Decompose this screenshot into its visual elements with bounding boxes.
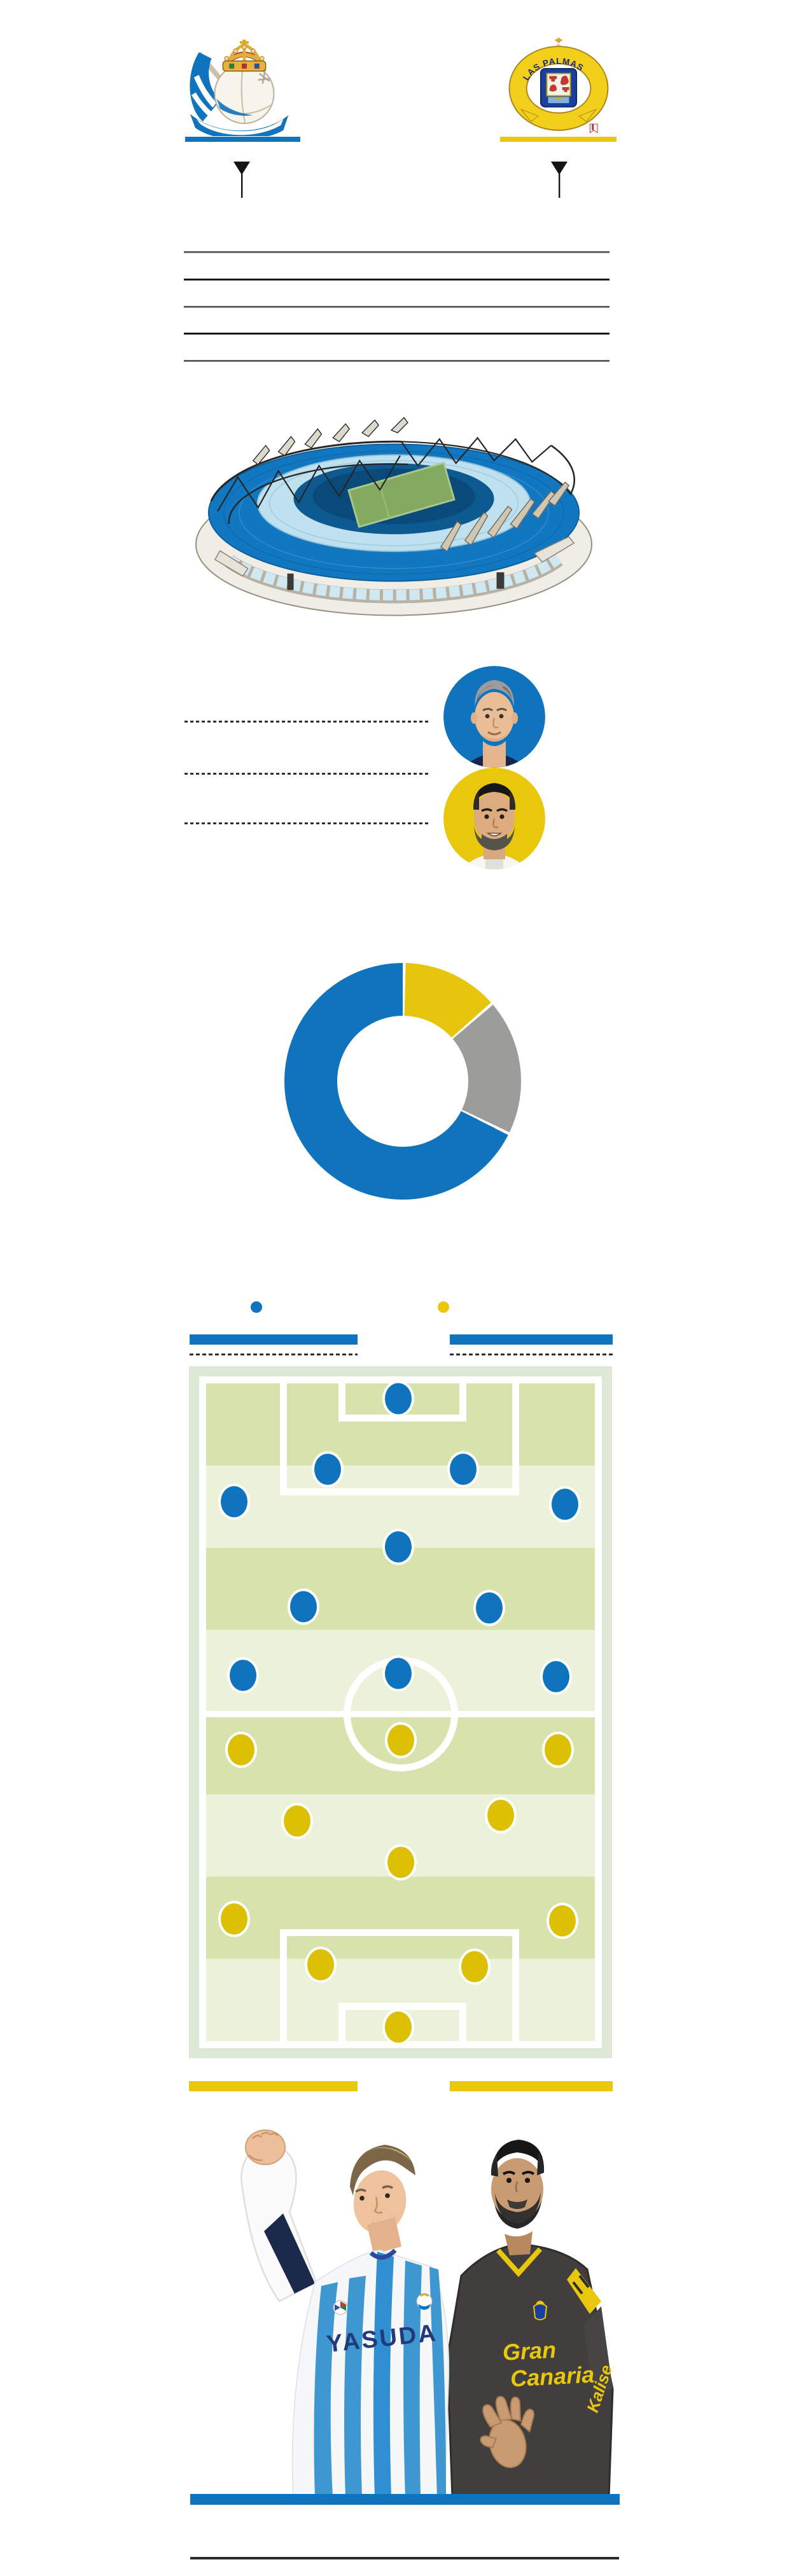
home-lineup-bar-left (190, 1334, 358, 1345)
info-rule-3 (184, 306, 609, 308)
away-player-dot (225, 1731, 257, 1768)
away-player-hand (480, 2395, 534, 2469)
info-rule-5 (184, 360, 609, 362)
bottom-divider-rule (190, 2557, 619, 2559)
pitch-boundary (199, 1376, 602, 2048)
home-lineup-dots-left (190, 1354, 358, 1355)
away-player-dot (541, 1731, 574, 1768)
home-player-dot (287, 1588, 319, 1625)
home-player-dot (548, 1486, 581, 1523)
home-player-dot (473, 1589, 506, 1626)
away-underline-bar (500, 137, 616, 142)
formation-pitch (189, 1366, 612, 2058)
away-player-dot (304, 1946, 337, 1983)
away-player-dot (281, 1803, 313, 1839)
home-player-figure: YASUDA (240, 2129, 450, 2497)
coach-dotline-3 (185, 822, 428, 824)
penalty-box-top (280, 1383, 519, 1495)
home-location-pin-icon (233, 162, 250, 198)
svg-text:Gran: Gran (502, 2336, 557, 2365)
away-lineup-bar-right (450, 2081, 613, 2091)
svg-text:Canaria: Canaria (510, 2361, 595, 2392)
home-lineup-dots-right (450, 1354, 613, 1355)
six-yard-box-top (338, 1383, 467, 1422)
six-yard-box-bottom (338, 2003, 467, 2041)
away-shirt-crest (533, 2301, 548, 2320)
away-player-dot (384, 1844, 417, 1881)
coach-dotline-2 (185, 773, 428, 775)
home-underline-bar (185, 137, 300, 142)
home-shirt-logo (333, 2300, 348, 2315)
home-lineup-bar-right (450, 1334, 613, 1345)
away-player-dot (384, 1722, 417, 1759)
coach-dotline-1 (185, 721, 428, 723)
away-player-dot (547, 1902, 579, 1939)
photo-bottom-bar (190, 2494, 620, 2505)
away-player-dot (484, 1797, 517, 1834)
away-player-dot (382, 2009, 415, 2046)
info-rule-2 (184, 279, 609, 280)
away-location-pin-icon (551, 162, 568, 198)
away-lineup-bar-left (189, 2081, 358, 2091)
donut-hole (337, 1016, 468, 1147)
players-photo: Gran Canaria Kalise (240, 2129, 615, 2497)
penalty-box-bottom (280, 1929, 519, 2041)
home-player-dot (311, 1451, 344, 1488)
home-player-dot (382, 1528, 415, 1565)
away-player-dot (218, 1901, 250, 1937)
home-player-dot (227, 1657, 260, 1694)
h2h-donut-chart (284, 963, 521, 1200)
home-player-dot (218, 1483, 250, 1520)
away-player-figure: Gran Canaria Kalise (446, 2140, 615, 2497)
away-legend-dot (438, 1301, 449, 1313)
home-player-dot (382, 1380, 415, 1417)
away-chest-sponsor: Gran Canaria (502, 2336, 595, 2392)
home-coach-avatar (443, 666, 545, 768)
away-player-dot (458, 1948, 491, 1985)
away-coach-avatar (443, 768, 545, 869)
home-player-dot (382, 1655, 415, 1692)
las-palmas-crest: LAS PALMAS (508, 38, 609, 134)
info-rule-1 (184, 251, 609, 253)
real-sociedad-crest (190, 39, 289, 136)
home-player-dot (540, 1658, 572, 1695)
home-player-dot (447, 1451, 480, 1488)
home-shirt-crest (416, 2293, 433, 2310)
home-legend-dot (251, 1301, 262, 1313)
pitch-field (206, 1380, 595, 2046)
info-rule-4 (184, 333, 609, 335)
stadium-illustration (195, 417, 593, 616)
